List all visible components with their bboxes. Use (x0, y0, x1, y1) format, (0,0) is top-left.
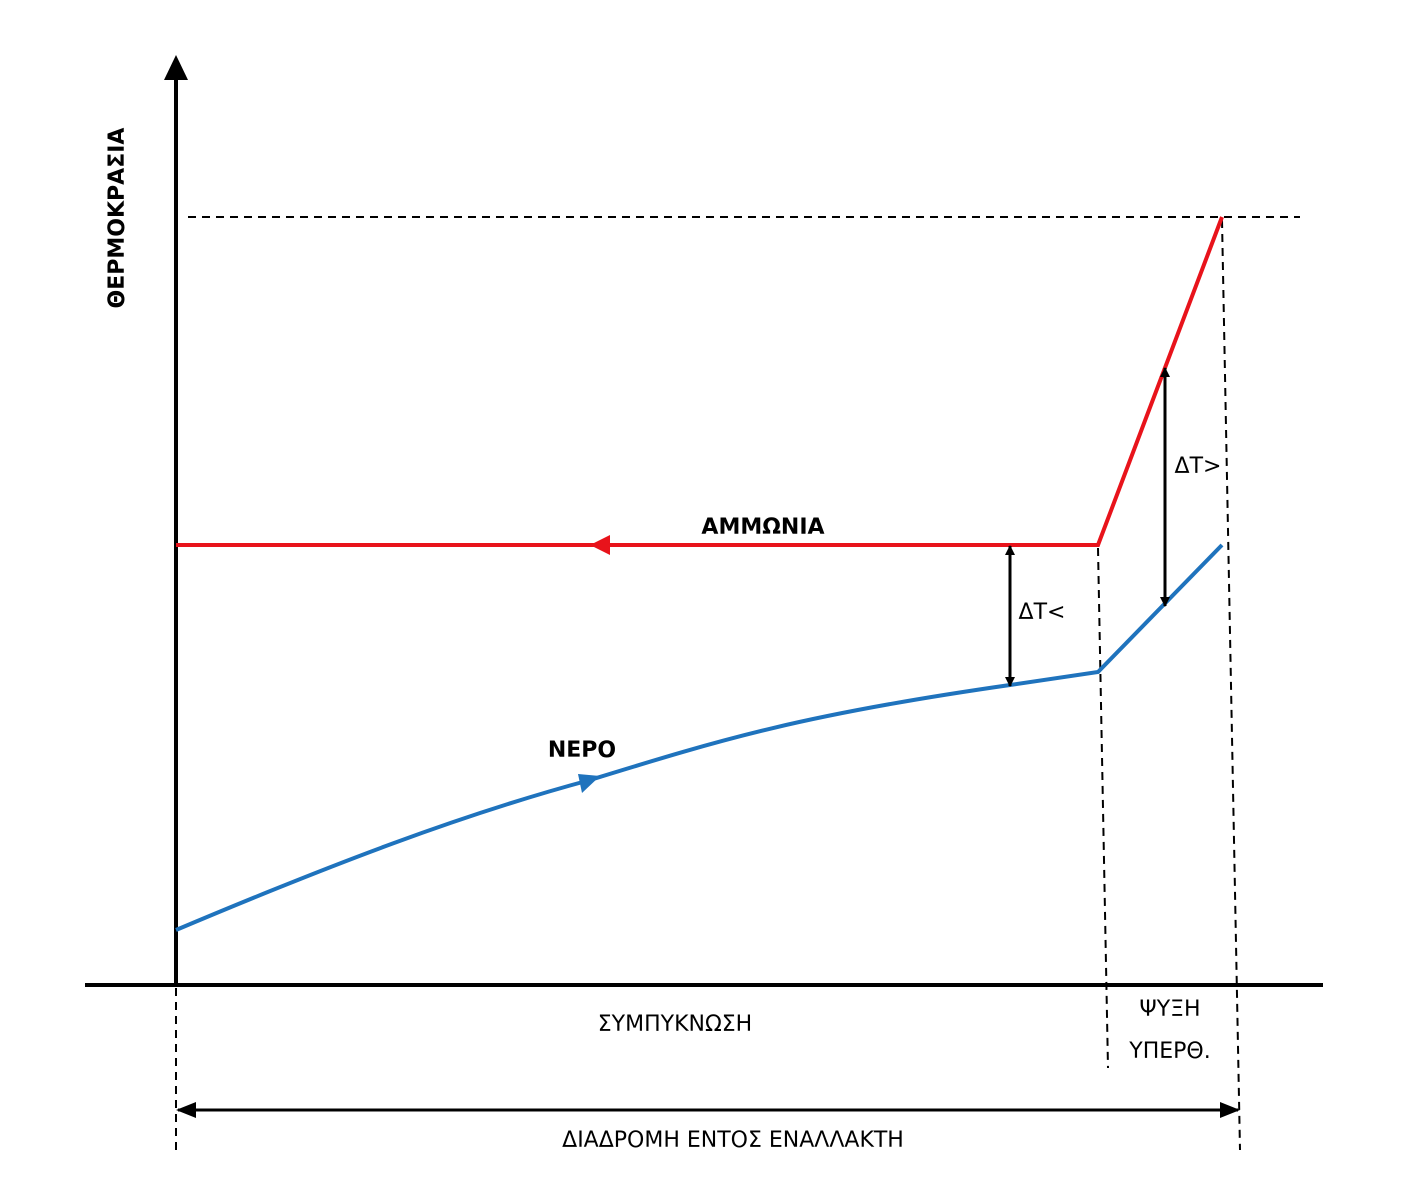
ammonia-curve (176, 216, 1224, 547)
guides (175, 216, 1300, 1151)
delta-label: ΔΤ< (1019, 600, 1066, 625)
zone-label: ΥΠΕΡΘ. (1128, 1039, 1210, 1064)
axes (85, 55, 1323, 987)
delta-label: ΔΤ> (1175, 454, 1222, 479)
water-arrow (578, 774, 600, 793)
zone-label: ΣΥΜΠΥΚΝΩΣΗ (598, 1012, 752, 1037)
curve-label: ΝΕΡΟ (548, 738, 616, 763)
ammonia-arrow (590, 535, 610, 555)
guide (1097, 547, 1109, 1069)
zone-label: ΨΥΞΗ (1139, 997, 1200, 1022)
curve-label: ΑΜΜΩΝΙΑ (701, 515, 824, 540)
path-label: ΔΙΑΔΡΟΜΗ ΕΝΤΟΣ ΕΝΑΛΛΑΚΤΗ (562, 1128, 904, 1153)
y-axis-label: ΘΕΡΜΟΚΡΑΣΙΑ (105, 128, 130, 309)
guide (1221, 219, 1241, 1151)
y-axis-arrow (164, 55, 188, 80)
